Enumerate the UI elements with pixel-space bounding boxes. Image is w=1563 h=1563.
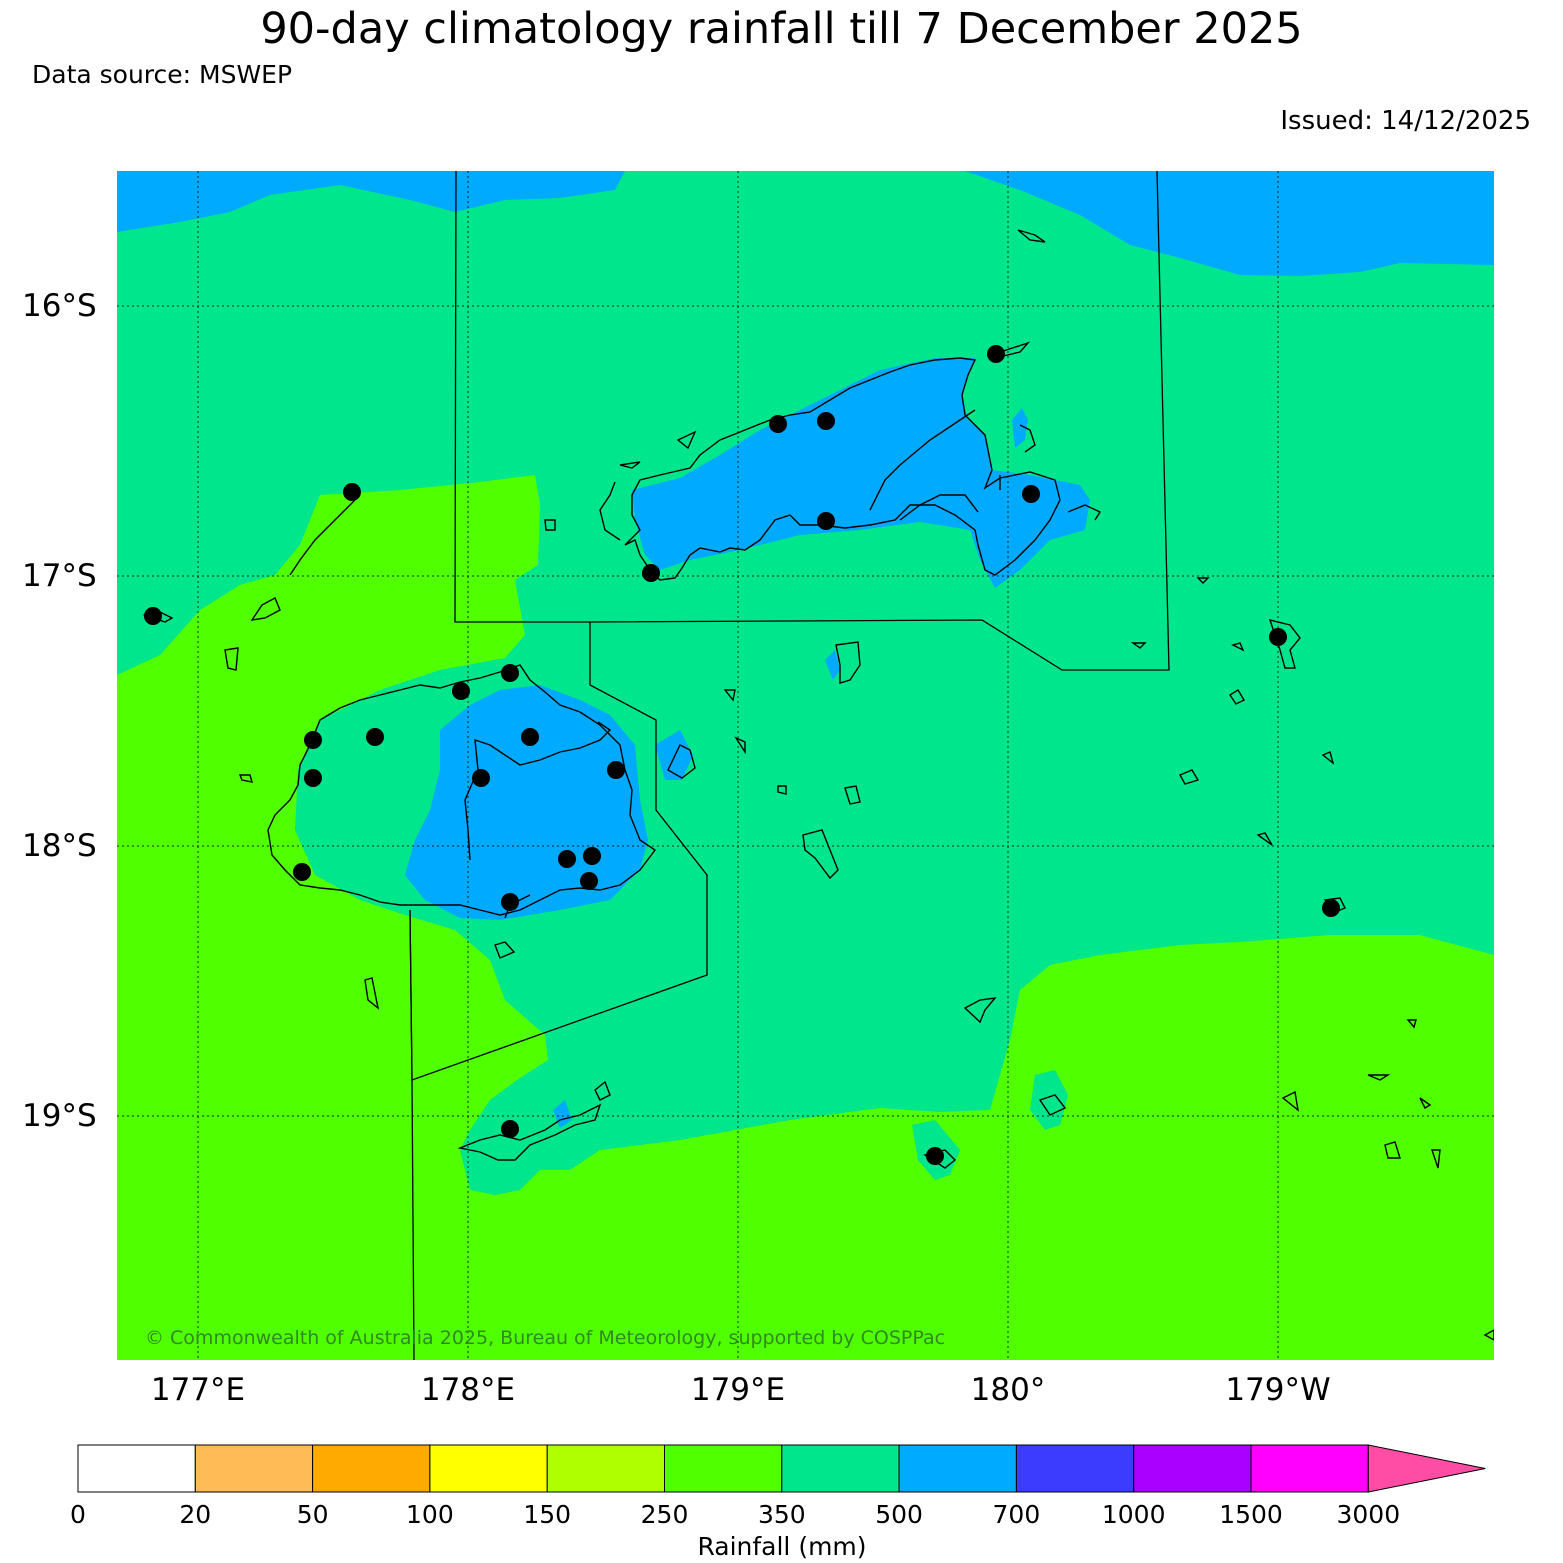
station-marker[interactable] [1022, 485, 1040, 503]
stations [144, 345, 1340, 1165]
lon-label: 177°E [151, 1372, 245, 1408]
lat-label: 16°S [22, 288, 97, 324]
colorbar-swatch [1133, 1444, 1252, 1493]
colorbar-swatch [194, 1444, 314, 1493]
colorbar-swatch [1015, 1444, 1135, 1493]
colorbar-tick-label: 500 [875, 1500, 923, 1529]
colorbar-tick-label: 250 [641, 1500, 689, 1529]
colorbar-extension-arrow [1367, 1444, 1486, 1493]
station-marker[interactable] [501, 893, 519, 911]
station-marker[interactable] [607, 761, 625, 779]
lon-label: 178°E [421, 1372, 515, 1408]
colorbar-swatch [546, 1444, 666, 1493]
lat-label: 19°S [22, 1098, 97, 1134]
station-marker[interactable] [558, 850, 576, 868]
station-marker[interactable] [987, 345, 1005, 363]
colorbar-swatch [312, 1444, 431, 1493]
latitude-labels: 16°S 17°S 18°S 19°S [22, 288, 97, 1134]
rain-zone-500-700-small [825, 650, 840, 680]
colorbar-tick-label: 3000 [1336, 1500, 1400, 1529]
division-boundaries [409, 171, 1170, 1360]
issued-date-label: Issued: 14/12/2025 [1280, 106, 1531, 136]
station-marker[interactable] [452, 682, 470, 700]
rain-zone-350-500-pocket [1030, 1070, 1068, 1130]
lat-label: 17°S [22, 558, 97, 594]
colorbar-tick-label: 100 [406, 1500, 454, 1529]
station-marker[interactable] [580, 872, 598, 890]
colorbar-tick-label: 50 [297, 1500, 329, 1529]
station-marker[interactable] [642, 564, 660, 582]
lon-label: 179°W [1225, 1372, 1330, 1408]
colorbar-tick-label: 150 [523, 1500, 571, 1529]
colorbar-tick-label: 350 [758, 1500, 806, 1529]
colorbar-tick-label: 1500 [1219, 1500, 1283, 1529]
station-marker[interactable] [343, 483, 361, 501]
map-title: 90-day climatology rainfall till 7 Decem… [260, 4, 1303, 54]
station-marker[interactable] [366, 728, 384, 746]
copyright-credit: © Commonwealth of Australia 2025, Bureau… [145, 1327, 945, 1349]
colorbar-swatch [664, 1444, 783, 1493]
rain-zone-500-700-north-west [117, 171, 625, 232]
station-marker[interactable] [521, 728, 539, 746]
coastlines [142, 229, 1494, 1341]
colorbar-swatch [898, 1444, 1017, 1493]
rain-zone-500-700-taveuni-north [1012, 408, 1028, 448]
rain-zone-500-700-ovalau [655, 730, 693, 780]
colorbar-swatch [429, 1444, 548, 1493]
colorbar-swatch [781, 1444, 900, 1493]
graticule [117, 171, 1494, 1360]
rain-zone-250-350 [117, 475, 1494, 1360]
lat-label: 18°S [22, 828, 97, 864]
station-marker[interactable] [583, 847, 601, 865]
station-marker[interactable] [472, 769, 490, 787]
colorbar-label: Rainfall (mm) [697, 1532, 866, 1561]
lon-label: 180° [971, 1372, 1046, 1408]
station-marker[interactable] [293, 863, 311, 881]
colorbar-swatch [1250, 1444, 1369, 1493]
station-marker[interactable] [501, 1120, 519, 1138]
station-marker[interactable] [304, 731, 322, 749]
data-source-label: Data source: MSWEP [32, 60, 293, 89]
rain-zone-500-700-north-east [965, 171, 1494, 276]
lon-label: 179°E [691, 1372, 785, 1408]
station-marker[interactable] [304, 769, 322, 787]
colorbar-tick-label: 700 [993, 1500, 1041, 1529]
colorbar-tick-label: 0 [70, 1500, 86, 1529]
colorbar-tick-label: 20 [179, 1500, 211, 1529]
station-marker[interactable] [817, 412, 835, 430]
colorbar-tick-label: 1000 [1102, 1500, 1166, 1529]
station-marker[interactable] [144, 607, 162, 625]
map-area: © Commonwealth of Australia 2025, Bureau… [117, 171, 1494, 1360]
colorbar-swatch [77, 1444, 196, 1493]
station-marker[interactable] [1322, 899, 1340, 917]
station-marker[interactable] [769, 415, 787, 433]
station-marker[interactable] [926, 1147, 944, 1165]
station-marker[interactable] [501, 664, 519, 682]
colorbar: 0 20 50 100 150 250 350 500 700 1000 1500 3000 [70, 1444, 1486, 1529]
station-marker[interactable] [817, 512, 835, 530]
station-marker[interactable] [1269, 628, 1287, 646]
longitude-labels: 177°E 178°E 179°E 180° 179°W [151, 1372, 1331, 1408]
